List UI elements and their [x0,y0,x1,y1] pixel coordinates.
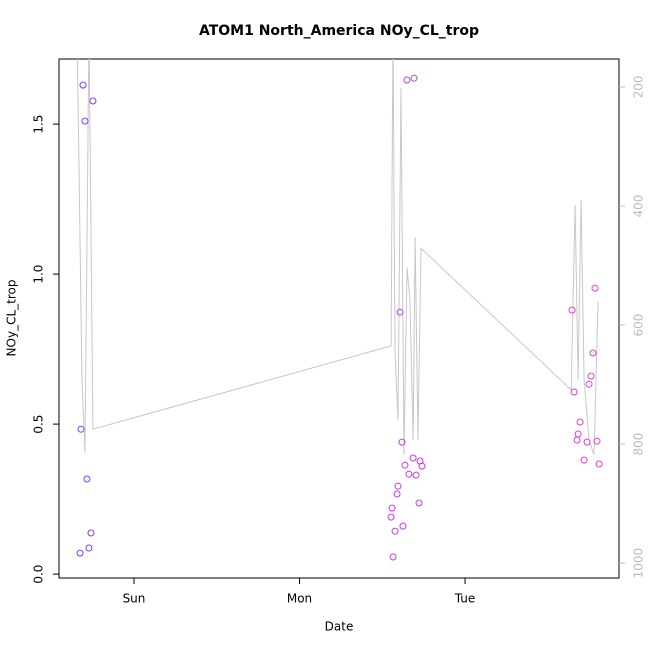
data-point [81,117,89,125]
chart-title: ATOM1 North_America NOy_CL_trop [199,23,479,39]
data-point [415,499,423,507]
data-point [591,284,599,292]
data-point [85,544,93,552]
data-point [396,308,404,316]
data-point [76,549,84,557]
x-tick-label: Sun [123,592,146,606]
pressure-line [76,59,599,455]
data-point [394,482,402,490]
x-tick-label: Tue [454,592,476,606]
data-point [585,380,593,388]
y2-tick-label: 600 [632,314,646,337]
data-point [583,438,591,446]
data-point [398,438,406,446]
data-point [568,306,576,314]
y2-tick-label: 400 [632,195,646,218]
x-tick-label: Mon [287,592,312,606]
data-point [580,456,588,464]
data-point [388,504,396,512]
data-point [570,388,578,396]
data-point [391,527,399,535]
data-point [412,471,420,479]
y2-tick-label: 200 [632,76,646,99]
data-point [79,81,87,89]
data-point [593,437,601,445]
data-point [399,522,407,530]
y2-tick-label: 800 [632,433,646,456]
data-point [576,418,584,426]
y-tick-label: 1.0 [32,265,46,284]
data-point [77,425,85,433]
data-point [393,490,401,498]
data-point [401,461,409,469]
data-point [87,529,95,537]
plot-area [76,59,603,561]
data-point [595,460,603,468]
y-tick-label: 0.0 [32,565,46,584]
data-point [587,372,595,380]
x-axis-label: Date [325,620,354,634]
data-point [83,475,91,483]
plot-frame [58,58,620,579]
y2-tick-label: 1000 [632,548,646,579]
data-point [574,430,582,438]
data-point [410,74,418,82]
data-point [405,470,413,478]
data-point [387,513,395,521]
data-point [409,454,417,462]
data-point [389,553,397,561]
data-point [403,76,411,84]
y-tick-label: 1.5 [32,115,46,134]
y-tick-label: 0.5 [32,415,46,434]
data-point [589,349,597,357]
data-point [89,97,97,105]
data-point [418,462,426,470]
y-axis-label: NOy_CL_trop [5,280,19,357]
